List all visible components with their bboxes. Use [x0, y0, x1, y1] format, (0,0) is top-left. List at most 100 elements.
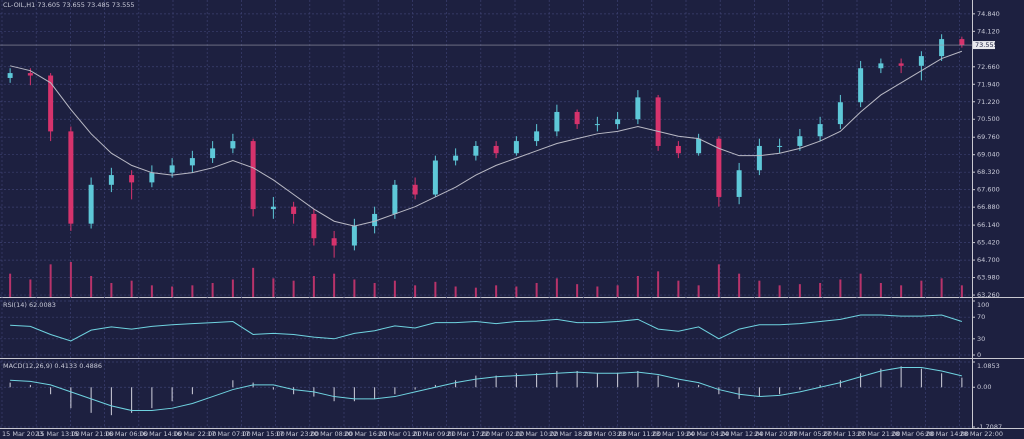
candle-body: [655, 97, 661, 146]
candle-body: [331, 238, 337, 246]
volume-bar: [576, 284, 579, 297]
candle-body: [412, 184, 418, 195]
x-tick-label: 22 Mar 10:00: [515, 430, 558, 438]
x-tick-label: 20 Mar 16:00: [344, 430, 387, 438]
candle-body: [594, 124, 600, 126]
candle-body: [311, 213, 317, 239]
volume-bar: [616, 285, 619, 297]
volume-bar: [535, 283, 538, 297]
x-tick-label: 27 Mar 21:00: [857, 430, 900, 438]
candle-body: [574, 111, 580, 125]
y-tick-label: 65.420: [977, 239, 1000, 247]
y-tick-label: 69.040: [977, 151, 1000, 159]
y-tick-label: 63.260: [977, 291, 1000, 299]
x-tick-label: 24 Mar 12:00: [720, 430, 763, 438]
x-tick-label: 28 Mar 22:00: [960, 430, 1003, 438]
y-tick-label: 71.220: [977, 98, 1000, 106]
volume-bar: [839, 279, 842, 297]
last-price-label: 73.555: [975, 41, 998, 49]
x-tick-label: 22 Mar 18:00: [549, 430, 592, 438]
volume-bar: [717, 264, 720, 297]
volume-bar: [515, 286, 518, 297]
volume-bar: [69, 262, 72, 297]
volume-bar: [252, 267, 255, 297]
x-tick-label: 24 Mar 20:00: [754, 430, 797, 438]
candle-body: [878, 63, 884, 69]
panel-title: MACD(12,26,9) 0.4133 0.4886: [3, 362, 102, 370]
volume-bar: [900, 285, 903, 297]
candle-body: [68, 131, 74, 224]
volume-bar: [474, 287, 477, 297]
x-tick-label: 16 Mar 22:00: [173, 430, 216, 438]
volume-bar: [778, 285, 781, 297]
volume-bar: [272, 278, 275, 297]
volume-bar: [353, 279, 356, 297]
x-tick-label: 20 Mar 08:00: [310, 430, 353, 438]
volume-bar: [960, 285, 963, 297]
y-tick-label: 71.940: [977, 80, 1000, 88]
candle-body: [675, 145, 681, 154]
candle-body: [291, 206, 297, 214]
candle-body: [777, 145, 783, 147]
x-tick-label: 15 Mar 2023: [2, 430, 43, 438]
y-tick-label: 0.00: [977, 383, 991, 391]
candle-body: [392, 184, 398, 214]
candle-body: [88, 184, 94, 224]
y-tick-label: 69.760: [977, 133, 1000, 141]
volume-bar: [920, 280, 923, 297]
candle-body: [473, 145, 479, 156]
volume-bar: [940, 278, 943, 297]
x-tick-label: 23 Mar 03:00: [583, 430, 626, 438]
volume-bar: [393, 280, 396, 297]
x-tick-label: 28 Mar 14:00: [925, 430, 968, 438]
candle-body: [939, 39, 945, 57]
y-tick-label: 66.880: [977, 203, 1000, 211]
candle-body: [432, 160, 438, 195]
x-tick-label: 16 Mar 06:00: [105, 430, 148, 438]
macd-signal: [10, 366, 962, 412]
candle-body: [270, 206, 276, 210]
x-tick-label: 27 Mar 05:00: [789, 430, 832, 438]
volume-bar: [555, 278, 558, 297]
x-tick-label: 16 Mar 14:00: [139, 430, 182, 438]
x-tick-label: 22 Mar 02:00: [481, 430, 524, 438]
rsi-line: [10, 314, 963, 342]
volume-bar: [191, 285, 194, 297]
volume-bar: [312, 276, 315, 297]
candle-body: [554, 111, 560, 132]
volume-bar: [90, 276, 93, 297]
volume-bar: [292, 280, 295, 297]
y-tick-label: 67.600: [977, 186, 1000, 194]
volume-bar: [414, 285, 417, 297]
volume-bar: [758, 280, 761, 297]
x-tick-label: 21 Mar 01:00: [378, 430, 421, 438]
candle-body: [129, 175, 135, 183]
candle-body: [372, 213, 378, 227]
x-tick-label: 23 Mar 19:00: [652, 430, 695, 438]
y-tick-label: 30: [977, 335, 985, 343]
y-tick-label: 72.660: [977, 63, 1000, 71]
candle-body: [7, 73, 13, 78]
volume-bar: [697, 285, 700, 297]
y-tick-label: 63.980: [977, 274, 1000, 282]
candle-body: [797, 136, 803, 146]
candle-body: [250, 141, 256, 210]
volume-bar: [798, 284, 801, 297]
volume-bar: [434, 281, 437, 297]
candle-body: [453, 155, 459, 161]
volume-bar: [738, 273, 741, 297]
candle-body: [210, 148, 216, 159]
y-tick-label: 100: [977, 301, 989, 309]
volume-bar: [9, 273, 12, 297]
candle-body: [493, 145, 499, 154]
volume-bar: [150, 285, 153, 297]
candle-body: [513, 141, 519, 154]
x-tick-label: 15 Mar 21:00: [70, 430, 113, 438]
candle-body: [169, 165, 175, 173]
moving-average: [10, 50, 963, 227]
volume-bar: [110, 283, 113, 297]
volume-bar: [879, 283, 882, 297]
y-tick-label: 70.500: [977, 115, 1000, 123]
x-tick-label: 17 Mar 15:00: [241, 430, 284, 438]
